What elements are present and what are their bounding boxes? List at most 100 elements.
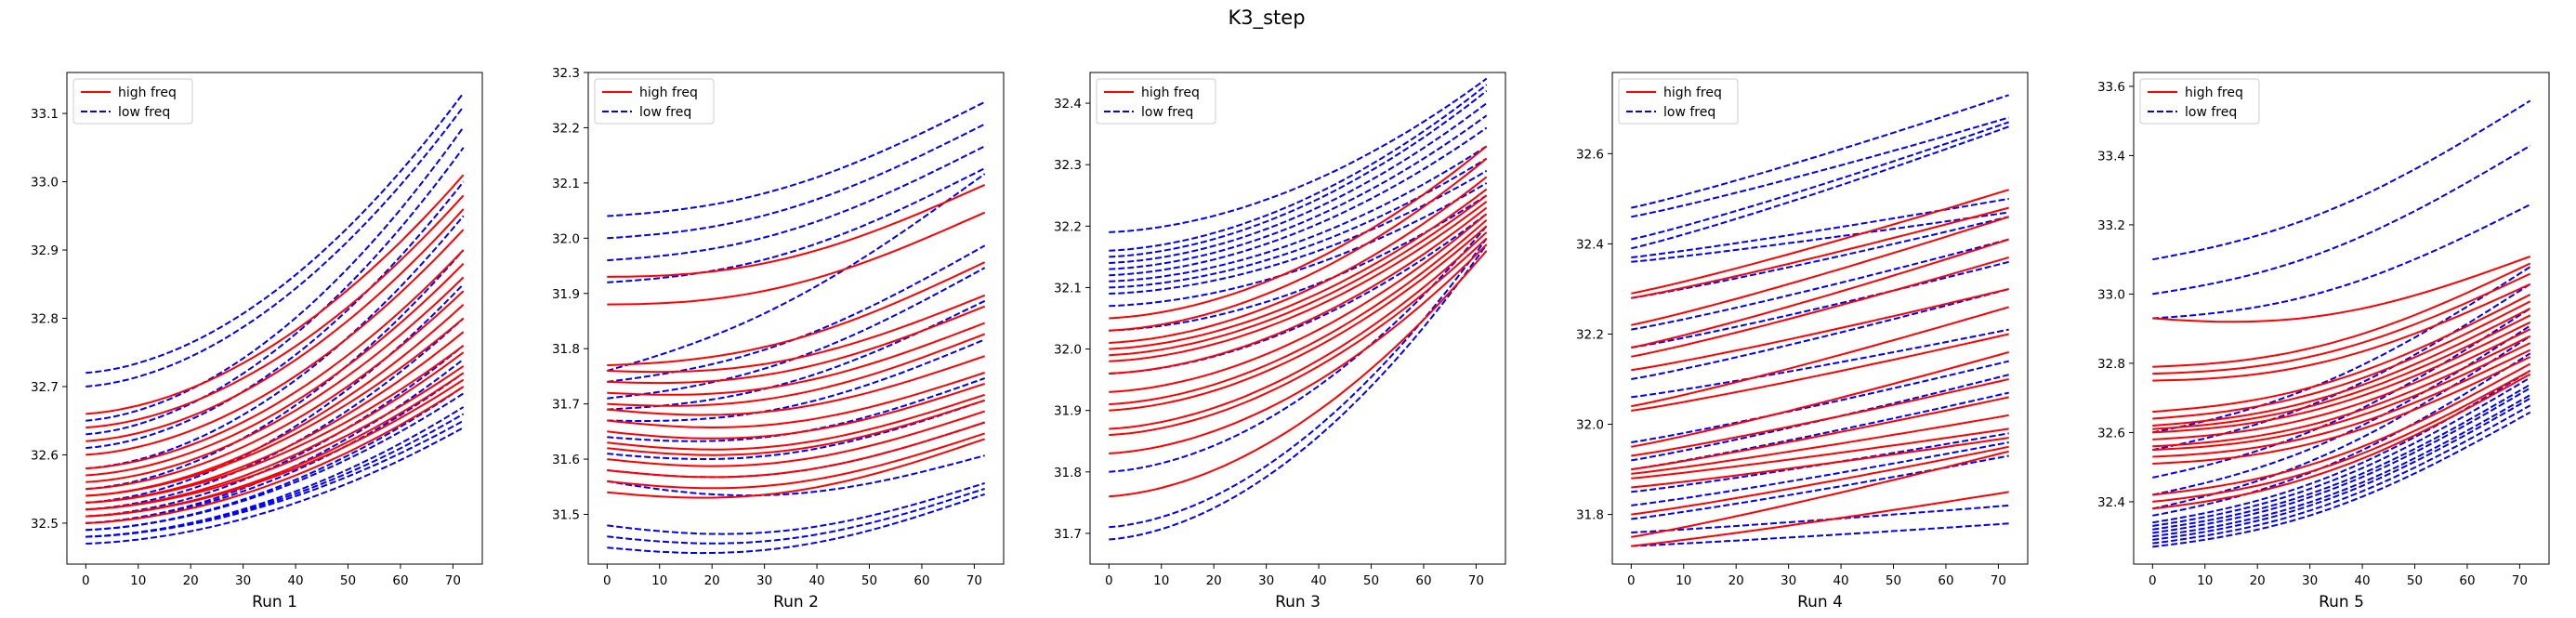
high-freq-line-16 bbox=[1631, 450, 2009, 538]
high-freq-line-8 bbox=[607, 355, 986, 416]
legend-low-label: low freq bbox=[1141, 105, 1193, 120]
low-freq-line-5 bbox=[85, 180, 465, 450]
high-freq-line-5 bbox=[1631, 256, 2009, 358]
low-freq-line-1 bbox=[85, 92, 465, 375]
high-freq-line-2 bbox=[85, 194, 465, 429]
high-freq-line-5 bbox=[1109, 194, 1488, 357]
high-freq-line-17 bbox=[1631, 491, 2009, 547]
high-freq-line-6 bbox=[607, 322, 986, 396]
high-freq-line-5 bbox=[85, 249, 465, 470]
legend-low-label: low freq bbox=[639, 105, 691, 120]
high-freq-line-15 bbox=[1631, 445, 2009, 516]
high-freq-line-12 bbox=[85, 345, 465, 504]
high-freq-line-10 bbox=[2152, 328, 2531, 440]
x-tick-label: 60 bbox=[1415, 573, 1431, 588]
high-freq-line-14 bbox=[1631, 437, 2009, 489]
y-tick-label: 33.0 bbox=[31, 176, 59, 191]
y-tick-label: 32.0 bbox=[552, 231, 580, 246]
x-axis-label: Run 1 bbox=[252, 593, 297, 611]
y-tick-label: 32.4 bbox=[1054, 97, 1082, 112]
low-freq-line-2 bbox=[85, 106, 465, 388]
high-freq-line-8 bbox=[2152, 314, 2531, 430]
high-freq-line-15 bbox=[607, 432, 986, 490]
chart-panel-1: 0 10 20 30 40 50 60 70 32.5 32.6 32.7 32.8 32.9 33.0 3… bbox=[31, 72, 483, 611]
low-freq-line-7 bbox=[85, 249, 465, 491]
x-tick-label: 30 bbox=[1781, 573, 1796, 588]
high-freq-line-3 bbox=[85, 208, 465, 442]
high-freq-line-2 bbox=[2152, 262, 2531, 368]
y-tick-label: 31.6 bbox=[552, 453, 580, 467]
low-freq-line-12 bbox=[1109, 213, 1488, 375]
x-tick-label: 40 bbox=[1310, 573, 1326, 588]
y-tick-label: 32.0 bbox=[1054, 343, 1082, 358]
low-freq-line-7 bbox=[607, 267, 986, 400]
low-freq-line-3 bbox=[607, 145, 986, 262]
low-freq-line-6 bbox=[85, 215, 465, 470]
low-freq-line-12 bbox=[85, 372, 465, 524]
plot-area bbox=[1089, 72, 1506, 565]
low-freq-line-4 bbox=[607, 167, 986, 283]
high-freq-line-11 bbox=[1631, 396, 2009, 471]
high-freq-line-7 bbox=[1109, 206, 1488, 375]
high-freq-line-5 bbox=[2152, 294, 2531, 414]
x-tick-label: 60 bbox=[392, 573, 408, 588]
high-freq-line-1 bbox=[1109, 145, 1488, 320]
low-freq-line-17 bbox=[85, 419, 465, 538]
y-tick-label: 31.9 bbox=[1054, 404, 1082, 419]
y-tick-label: 31.8 bbox=[1576, 508, 1604, 523]
low-freq-line-9 bbox=[607, 338, 986, 422]
y-tick-label: 32.9 bbox=[31, 243, 59, 258]
legend: high freq low freq bbox=[1096, 78, 1216, 125]
low-freq-line-9 bbox=[2152, 352, 2531, 517]
high-freq-line-3 bbox=[1109, 176, 1488, 344]
low-freq-line-14 bbox=[1631, 391, 2009, 471]
low-freq-line-14 bbox=[607, 481, 985, 535]
high-freq-line-4 bbox=[607, 294, 986, 374]
y-tick-label: 32.2 bbox=[1054, 219, 1082, 234]
low-freq-line-18 bbox=[1631, 504, 2009, 533]
x-tick-label: 70 bbox=[966, 573, 982, 588]
high-freq-line-8 bbox=[1631, 333, 2009, 412]
x-tick-label: 50 bbox=[861, 573, 877, 588]
x-tick-label: 20 bbox=[183, 573, 199, 588]
chart-panel-4: 0 10 20 30 40 50 60 70 31.8 32.0 32.2 32.4 32.6 Run 4… bbox=[1576, 72, 2029, 611]
y-tick-label: 33.2 bbox=[2097, 218, 2125, 233]
y-tick-label: 32.3 bbox=[552, 66, 580, 81]
x-tick-label: 10 bbox=[130, 573, 146, 588]
y-tick-label: 32.1 bbox=[1054, 281, 1082, 296]
x-tick-label: 20 bbox=[1206, 573, 1222, 588]
y-tick-label: 33.6 bbox=[2097, 80, 2125, 95]
high-freq-line-2 bbox=[607, 211, 986, 306]
y-tick-label: 32.6 bbox=[1576, 147, 1604, 162]
x-tick-label: 40 bbox=[2354, 573, 2370, 588]
high-freq-line-14 bbox=[607, 421, 986, 479]
chart-panel-3: 0 10 20 30 40 50 60 70 31.7 31.8 31.9 32.0 32.1 32.2 3… bbox=[1054, 72, 1506, 611]
high-freq-line-9 bbox=[607, 372, 986, 429]
low-freq-line-1 bbox=[607, 100, 986, 217]
high-freq-line-17 bbox=[2152, 373, 2531, 510]
high-freq-line-16 bbox=[85, 378, 465, 518]
x-axis-label: Run 3 bbox=[1275, 593, 1321, 611]
low-freq-line-2 bbox=[607, 123, 986, 240]
low-freq-line-2 bbox=[1109, 84, 1488, 252]
high-freq-line-11 bbox=[1109, 231, 1488, 430]
high-freq-line-11 bbox=[2152, 335, 2531, 448]
low-freq-line-1 bbox=[2152, 99, 2531, 261]
x-tick-label: 40 bbox=[287, 573, 303, 588]
low-freq-line-16 bbox=[85, 413, 465, 538]
y-tick-label: 31.8 bbox=[1054, 466, 1082, 480]
x-tick-label: 20 bbox=[2250, 573, 2266, 588]
legend-low-label: low freq bbox=[2185, 105, 2237, 120]
high-freq-line-6 bbox=[2152, 300, 2531, 420]
high-freq-line-4 bbox=[2152, 283, 2531, 382]
x-tick-label: 10 bbox=[1153, 573, 1169, 588]
legend: high freq low freq bbox=[1618, 78, 1739, 125]
low-freq-line-8 bbox=[2152, 335, 2531, 510]
low-freq-line-10 bbox=[1109, 182, 1488, 308]
high-freq-line-10 bbox=[1109, 225, 1488, 412]
low-freq-line-3 bbox=[2152, 204, 2531, 320]
high-freq-line-1 bbox=[1631, 189, 2009, 295]
x-tick-label: 20 bbox=[1728, 573, 1744, 588]
x-tick-label: 40 bbox=[808, 573, 824, 588]
high-freq-line-12 bbox=[1109, 237, 1488, 437]
